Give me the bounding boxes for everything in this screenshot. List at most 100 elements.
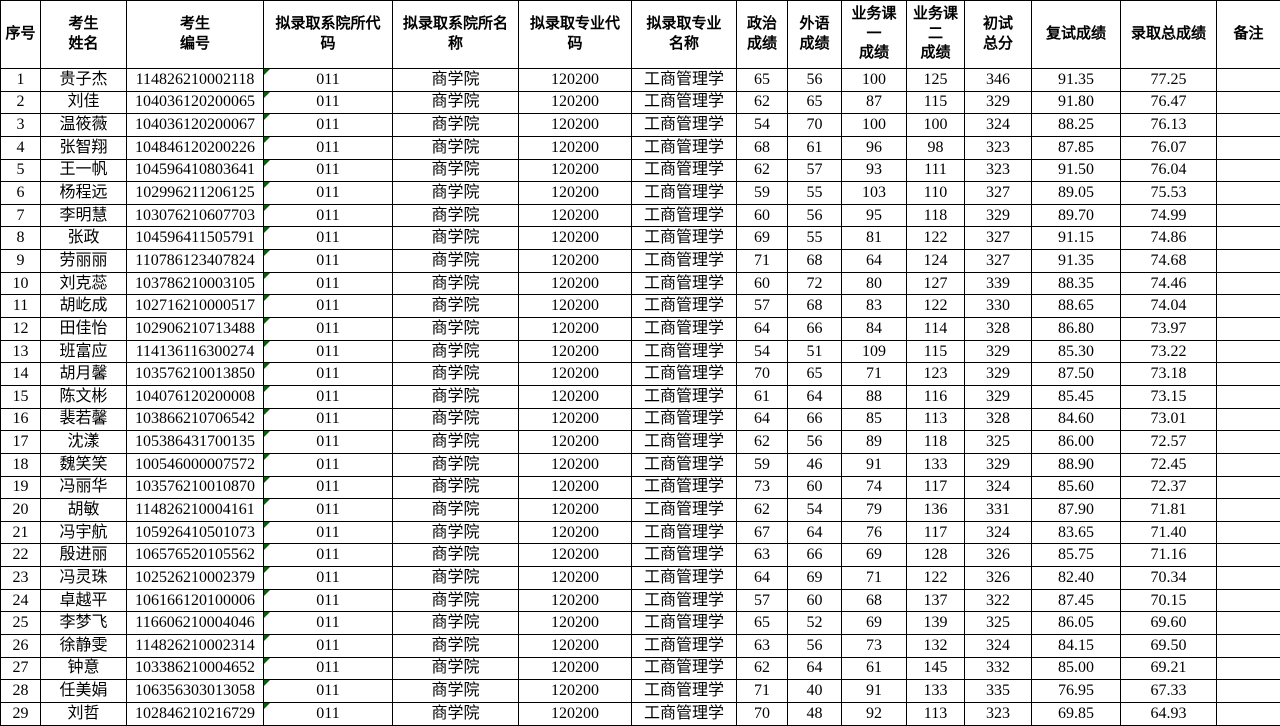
cell-course2-score[interactable]: 100 — [907, 114, 965, 137]
cell-retest-score[interactable]: 86.00 — [1032, 431, 1121, 454]
cell-major-code[interactable]: 120200 — [519, 91, 632, 114]
cell-politics-score[interactable]: 62 — [737, 431, 788, 454]
cell-major-code[interactable]: 120200 — [519, 476, 632, 499]
cell-major-name[interactable]: 工商管理学 — [632, 453, 737, 476]
cell-dept-code[interactable]: 011 — [264, 702, 393, 725]
cell-course2-score[interactable]: 115 — [907, 340, 965, 363]
cell-final-total[interactable]: 69.21 — [1121, 657, 1217, 680]
cell-course2-score[interactable]: 111 — [907, 159, 965, 182]
cell-politics-score[interactable]: 64 — [737, 318, 788, 341]
cell-candidate-name[interactable]: 任美娟 — [41, 680, 127, 703]
cell-final-total[interactable]: 70.34 — [1121, 567, 1217, 590]
cell-candidate-name[interactable]: 杨程远 — [41, 182, 127, 205]
cell-course2-score[interactable]: 125 — [907, 69, 965, 92]
cell-course1-score[interactable]: 91 — [842, 453, 907, 476]
col-header-initial-total[interactable]: 初试 总分 — [965, 1, 1032, 69]
cell-dept-name[interactable]: 商学院 — [393, 680, 519, 703]
cell-remark[interactable] — [1217, 657, 1280, 680]
cell-course2-score[interactable]: 110 — [907, 182, 965, 205]
cell-course1-score[interactable]: 96 — [842, 136, 907, 159]
cell-retest-score[interactable]: 87.50 — [1032, 363, 1121, 386]
cell-foreign-score[interactable]: 64 — [788, 657, 842, 680]
cell-major-name[interactable]: 工商管理学 — [632, 702, 737, 725]
cell-serial[interactable]: 17 — [1, 431, 41, 454]
cell-candidate-no[interactable]: 105386431700135 — [127, 431, 264, 454]
cell-remark[interactable] — [1217, 635, 1280, 658]
cell-politics-score[interactable]: 63 — [737, 544, 788, 567]
cell-foreign-score[interactable]: 60 — [788, 476, 842, 499]
cell-dept-name[interactable]: 商学院 — [393, 476, 519, 499]
col-header-dept-name[interactable]: 拟录取系院所名 称 — [393, 1, 519, 69]
cell-politics-score[interactable]: 71 — [737, 250, 788, 273]
cell-politics-score[interactable]: 62 — [737, 657, 788, 680]
col-header-course1-score[interactable]: 业务课 一 成绩 — [842, 1, 907, 69]
cell-remark[interactable] — [1217, 91, 1280, 114]
cell-retest-score[interactable]: 85.75 — [1032, 544, 1121, 567]
cell-dept-code[interactable]: 011 — [264, 453, 393, 476]
cell-initial-total[interactable]: 339 — [965, 272, 1032, 295]
cell-initial-total[interactable]: 327 — [965, 250, 1032, 273]
cell-remark[interactable] — [1217, 136, 1280, 159]
cell-politics-score[interactable]: 70 — [737, 702, 788, 725]
cell-initial-total[interactable]: 324 — [965, 114, 1032, 137]
cell-initial-total[interactable]: 328 — [965, 408, 1032, 431]
cell-initial-total[interactable]: 326 — [965, 544, 1032, 567]
cell-course1-score[interactable]: 68 — [842, 589, 907, 612]
cell-course1-score[interactable]: 91 — [842, 680, 907, 703]
cell-course2-score[interactable]: 145 — [907, 657, 965, 680]
cell-dept-name[interactable]: 商学院 — [393, 295, 519, 318]
cell-serial[interactable]: 5 — [1, 159, 41, 182]
cell-foreign-score[interactable]: 56 — [788, 69, 842, 92]
cell-serial[interactable]: 9 — [1, 250, 41, 273]
cell-dept-name[interactable]: 商学院 — [393, 272, 519, 295]
cell-major-code[interactable]: 120200 — [519, 182, 632, 205]
cell-course2-score[interactable]: 132 — [907, 635, 965, 658]
cell-dept-code[interactable]: 011 — [264, 227, 393, 250]
cell-candidate-name[interactable]: 卓越平 — [41, 589, 127, 612]
cell-candidate-name[interactable]: 班富应 — [41, 340, 127, 363]
cell-remark[interactable] — [1217, 204, 1280, 227]
cell-course1-score[interactable]: 71 — [842, 567, 907, 590]
cell-foreign-score[interactable]: 68 — [788, 295, 842, 318]
cell-foreign-score[interactable]: 66 — [788, 318, 842, 341]
cell-initial-total[interactable]: 329 — [965, 340, 1032, 363]
cell-major-code[interactable]: 120200 — [519, 340, 632, 363]
cell-course2-score[interactable]: 127 — [907, 272, 965, 295]
cell-dept-name[interactable]: 商学院 — [393, 702, 519, 725]
cell-serial[interactable]: 6 — [1, 182, 41, 205]
cell-course1-score[interactable]: 88 — [842, 385, 907, 408]
cell-candidate-no[interactable]: 116606210004046 — [127, 612, 264, 635]
cell-candidate-no[interactable]: 103076210607703 — [127, 204, 264, 227]
cell-remark[interactable] — [1217, 69, 1280, 92]
cell-remark[interactable] — [1217, 612, 1280, 635]
cell-major-name[interactable]: 工商管理学 — [632, 567, 737, 590]
cell-final-total[interactable]: 72.57 — [1121, 431, 1217, 454]
cell-major-code[interactable]: 120200 — [519, 227, 632, 250]
cell-major-code[interactable]: 120200 — [519, 544, 632, 567]
cell-dept-code[interactable]: 011 — [264, 635, 393, 658]
cell-candidate-no[interactable]: 104036120200067 — [127, 114, 264, 137]
cell-candidate-name[interactable]: 胡月馨 — [41, 363, 127, 386]
cell-final-total[interactable]: 74.46 — [1121, 272, 1217, 295]
cell-foreign-score[interactable]: 48 — [788, 702, 842, 725]
cell-initial-total[interactable]: 331 — [965, 499, 1032, 522]
cell-candidate-name[interactable]: 陈文彬 — [41, 385, 127, 408]
cell-course2-score[interactable]: 115 — [907, 91, 965, 114]
cell-candidate-no[interactable]: 106166120100006 — [127, 589, 264, 612]
cell-major-code[interactable]: 120200 — [519, 204, 632, 227]
col-header-candidate-name[interactable]: 考生 姓名 — [41, 1, 127, 69]
cell-dept-name[interactable]: 商学院 — [393, 657, 519, 680]
cell-course2-score[interactable]: 118 — [907, 431, 965, 454]
cell-retest-score[interactable]: 89.05 — [1032, 182, 1121, 205]
cell-major-code[interactable]: 120200 — [519, 136, 632, 159]
cell-dept-name[interactable]: 商学院 — [393, 340, 519, 363]
cell-politics-score[interactable]: 59 — [737, 182, 788, 205]
cell-course1-score[interactable]: 109 — [842, 340, 907, 363]
cell-initial-total[interactable]: 346 — [965, 69, 1032, 92]
cell-remark[interactable] — [1217, 182, 1280, 205]
cell-remark[interactable] — [1217, 272, 1280, 295]
cell-course1-score[interactable]: 73 — [842, 635, 907, 658]
cell-candidate-name[interactable]: 刘佳 — [41, 91, 127, 114]
cell-dept-name[interactable]: 商学院 — [393, 408, 519, 431]
cell-course1-score[interactable]: 69 — [842, 612, 907, 635]
